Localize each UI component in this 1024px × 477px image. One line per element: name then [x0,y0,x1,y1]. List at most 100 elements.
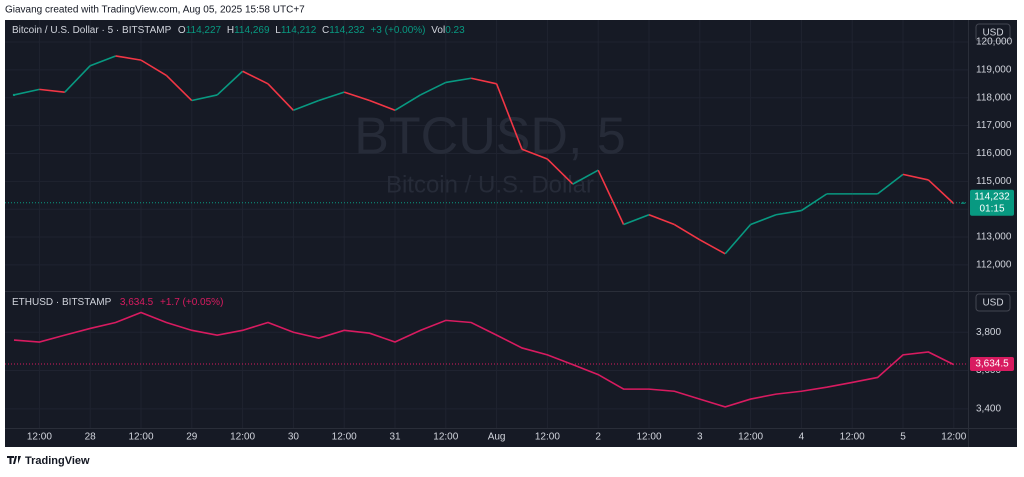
currency-label[interactable]: USD [982,28,1003,39]
volume-value: 0.23 [445,25,465,36]
last-price-label: 3,634.5 [975,359,1009,370]
price-segment [216,70,244,96]
ohlc-label: O [178,25,186,36]
y-tick-label: 115,000 [976,176,1012,187]
x-tick-label: 31 [389,432,401,443]
price-segment [750,214,777,226]
price-segment [394,94,421,111]
ohlc-label: L [275,25,281,36]
logo [7,456,21,464]
plot [5,55,968,408]
price-segment [902,173,929,181]
price-segment [572,169,599,185]
y-tick-label: 117,000 [976,120,1012,131]
grid [5,20,968,428]
y-tick-label: 118,000 [976,92,1012,103]
watermark-symbol: BTCUSD, 5 [354,108,626,166]
price-segment [39,88,65,93]
price-segment [420,81,447,96]
change: +3 (+0.00%) [370,25,425,36]
volume-label: Vol [431,25,445,36]
ohlc-value: 114,212 [281,25,317,36]
eth-legend: ETHUSD · BITSTAMP 3,634.5 +1.7 (+0.05%) [12,297,223,308]
price-segment [115,55,142,61]
price-segment [673,223,701,241]
series-name: ETHUSD · BITSTAMP [12,297,112,308]
x-tick-label: 12:00 [27,432,52,443]
x-tick-label: 12:00 [636,432,661,443]
price-segment [724,223,752,255]
btc-legend: Bitcoin / U.S. Dollar · 5 · BITSTAMP O11… [12,25,465,36]
watermark-description: Bitcoin / U.S. Dollar [386,171,594,198]
price-segment [13,88,40,96]
x-tick-label: 4 [799,432,805,443]
change: +1.7 (+0.05%) [160,297,223,308]
x-tick-label: 30 [288,432,300,443]
price-segment [445,77,472,84]
x-tick-label: 2 [595,432,601,443]
ohlc-label: H [227,25,234,36]
x-tick-label: 5 [900,432,906,443]
price-segment [877,173,904,195]
price-segment [546,158,574,185]
x-tick-label: 12:00 [738,432,763,443]
price-segment [800,193,828,212]
x-tick-label: 12:00 [535,432,560,443]
y-tick-label: 113,000 [976,232,1012,243]
price-segment [495,83,523,150]
countdown: 01:15 [979,203,1004,214]
price-segment [343,91,370,102]
brand: TradingView [25,455,90,467]
price-segment [140,59,167,77]
price-segment [699,239,726,255]
x-tick-label: 12:00 [332,432,357,443]
last-price-label: 114,232 [974,191,1010,202]
currency-button[interactable] [975,293,1011,312]
x-tick-label: 29 [186,432,198,443]
y-tick-label: 112,000 [976,260,1012,271]
y-tick-label: 119,000 [976,65,1012,76]
price-segment [521,148,548,160]
y-tick-label: 3,400 [976,403,1001,414]
price-segment [471,77,497,85]
price-segment [242,70,269,85]
y-tick-label: 3,800 [976,327,1001,338]
price-segment [64,65,91,93]
price-segment [191,94,218,102]
price-segment [89,55,116,67]
x-tick-label: 12:00 [941,432,966,443]
x-tick-label: 12:00 [128,432,153,443]
y-tick-label: 116,000 [976,148,1012,159]
price-segment [597,169,625,225]
chart-bg [5,20,1017,447]
ohlc-label: C [322,25,329,36]
price-segment [648,214,675,226]
x-tick-label: 12:00 [840,432,865,443]
x-tick-label: 12:00 [230,432,255,443]
x-tick-label: 12:00 [433,432,458,443]
ohlc-value: 114,232 [329,25,365,36]
x-tick-label: 28 [85,432,97,443]
last-value: 3,634.5 [120,297,154,308]
price-segment [165,74,193,102]
price-segment [623,214,650,226]
attribution: Giavang created with TradingView.com, Au… [5,5,305,16]
price-segment [369,99,396,112]
y-tick-label: 120,000 [976,37,1013,48]
series-line [13,311,955,408]
price-segment [318,91,345,102]
ohlc-value: 114,227 [186,25,222,36]
ohlc-value: 114,269 [234,25,270,36]
currency-button[interactable] [975,23,1011,42]
last-price-box [970,189,1014,216]
price-segment [927,179,955,205]
series-name: Bitcoin / U.S. Dollar · 5 · BITSTAMP [12,25,172,36]
currency-label[interactable]: USD [982,298,1003,309]
price-segment [267,83,294,111]
price-segment [775,209,802,216]
x-tick-label: Aug [488,432,506,443]
x-tick-label: 3 [697,432,703,443]
price-segment [293,99,320,112]
